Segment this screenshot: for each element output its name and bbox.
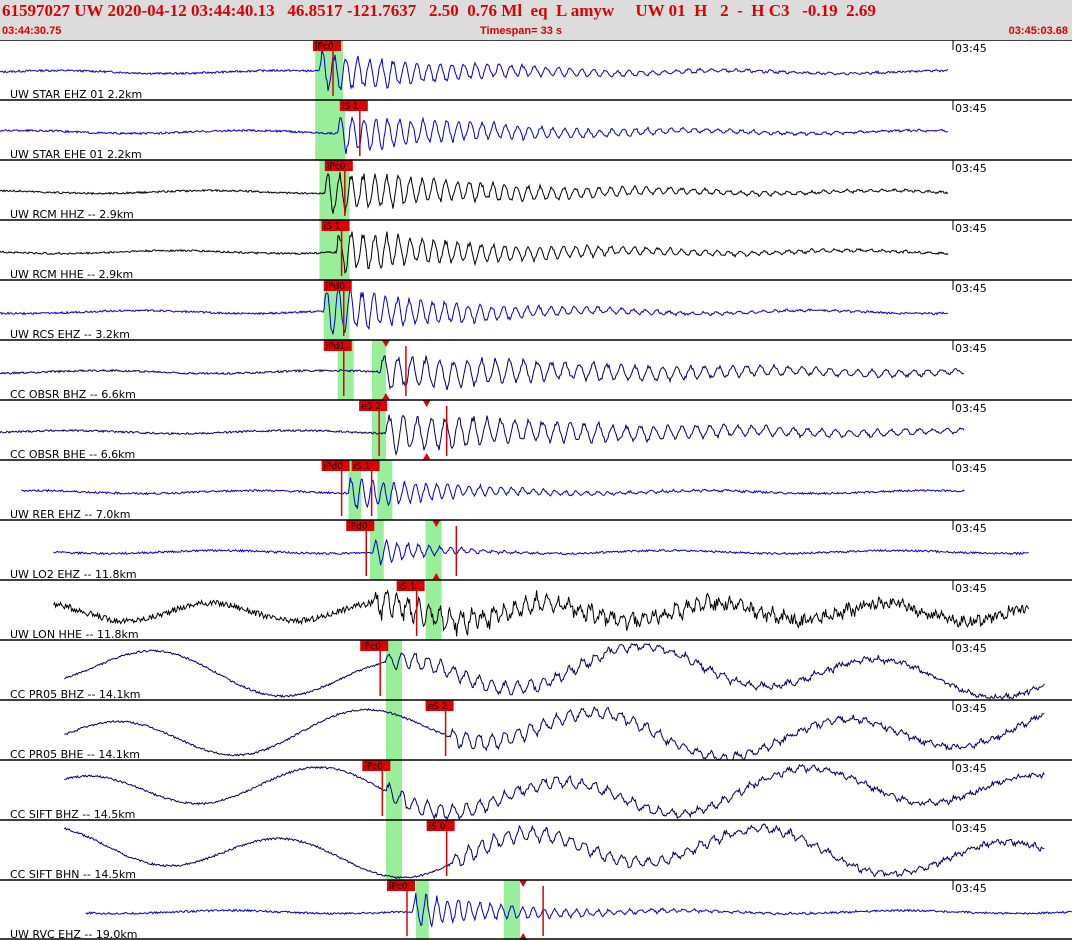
pick-window [385, 760, 402, 820]
pick-tag [324, 160, 353, 171]
trace-waveform [53, 538, 1029, 566]
end-time: 03:45:03.68 [1008, 25, 1068, 37]
pick-window [385, 640, 402, 700]
pick-label: iPd1 [326, 342, 345, 352]
trace-time: 03:45 [955, 42, 987, 55]
trace-label: CC SIFT BHN -- 14.5km [10, 868, 136, 881]
trace-label: CC OBSR BHE -- 6.6km [10, 448, 135, 461]
pick-label: eS 2 [361, 402, 381, 412]
pick-tag [386, 880, 415, 891]
trace-label: UW RVC EHZ -- 19.0km [10, 928, 137, 940]
trace-waveform [0, 116, 949, 155]
pick-tag [346, 520, 375, 531]
pick-label: iPc0 [315, 42, 334, 52]
header-bar: 61597027 UW 2020-04-12 03:44:40.13 46.85… [0, 0, 1072, 40]
trace-time: 03:45 [955, 762, 987, 775]
trace-waveform [0, 172, 949, 215]
pick-label: iPc0 [389, 882, 408, 892]
trace-time: 03:45 [955, 462, 987, 475]
trace-label: UW RER EHZ -- 7.0km [10, 508, 130, 521]
pick-tag [396, 580, 425, 591]
pick-label: iS 1 [342, 102, 359, 112]
pick-marker [432, 520, 441, 527]
trace-label: UW STAR EHE 01 2.2km [10, 148, 142, 161]
pick-label: iPd0 [324, 462, 344, 472]
trace-waveform [64, 643, 1045, 701]
pick-label: eS 2 [428, 702, 448, 712]
trace-waveform [0, 287, 949, 335]
trace-time: 03:45 [955, 522, 987, 535]
seismogram-panel[interactable]: iPc0 03:45 UW STAR EHZ 01 2.2km iS 1 03:45 UW… [0, 40, 1072, 940]
pick-label: iPc0 [364, 762, 383, 772]
pick-marker [432, 573, 441, 580]
pick-tag [339, 100, 368, 111]
pick-window [503, 880, 520, 940]
trace-label: UW LO2 EHZ -- 11.8km [10, 568, 137, 581]
trace-time: 03:45 [955, 342, 987, 355]
pick-tag [313, 40, 342, 51]
pick-tag [359, 400, 388, 411]
trace-time: 03:45 [955, 882, 987, 895]
pick-label: iPd0 [348, 522, 368, 532]
pick-window [385, 820, 402, 880]
trace-waveform [0, 231, 949, 275]
trace-waveform [0, 355, 964, 391]
pick-label: iPc0 [327, 162, 346, 172]
pick-marker [422, 400, 431, 407]
timespan: Timespan= 33 s [480, 25, 563, 37]
pick-window [371, 340, 386, 400]
start-time: 03:44:30.75 [2, 25, 62, 37]
pick-label: iS 0 [429, 822, 446, 832]
pick-tag [426, 820, 455, 831]
trace-waveform [85, 892, 1072, 929]
trace-label: UW RCS EHZ -- 3.2km [10, 328, 130, 341]
trace-time: 03:45 [955, 282, 987, 295]
pick-marker [519, 880, 528, 887]
trace-time: 03:45 [955, 102, 987, 115]
pick-marker [422, 453, 431, 460]
event-summary: 61597027 UW 2020-04-12 03:44:40.13 46.85… [2, 1, 876, 20]
pick-tag [360, 640, 389, 651]
pick-tag [321, 220, 350, 231]
trace-time: 03:45 [955, 162, 987, 175]
trace-time: 03:45 [955, 702, 987, 715]
trace-label: UW RCM HHE -- 2.9km [10, 268, 133, 281]
trace-label: CC PR05 BHE -- 14.1km [10, 748, 140, 761]
pick-label: iS 1 [399, 582, 416, 592]
trace-waveform [64, 705, 1045, 761]
pick-label: iPc0 [362, 642, 381, 652]
trace-waveform [63, 823, 1045, 880]
pick-tag [323, 280, 352, 291]
trace-label: UW STAR EHZ 01 2.2km [10, 88, 142, 101]
trace-waveform [53, 589, 1030, 637]
trace-waveform [64, 763, 1045, 822]
pick-label: iS 1 [354, 462, 371, 472]
trace-time: 03:45 [955, 402, 987, 415]
trace-time: 03:45 [955, 822, 987, 835]
pick-marker [381, 393, 390, 400]
trace-label: UW RCM HHZ -- 2.9km [10, 208, 134, 221]
pick-tag [425, 700, 454, 711]
pick-tag [323, 340, 352, 351]
trace-time: 03:45 [955, 642, 987, 655]
trace-waveform [21, 477, 965, 509]
trace-label: UW LON HHE -- 11.8km [10, 628, 139, 641]
trace-time: 03:45 [955, 222, 987, 235]
trace-label: CC PR05 BHZ -- 14.1km [10, 688, 141, 701]
pick-window [385, 700, 402, 760]
trace-waveform [0, 414, 965, 456]
trace-label: CC SIFT BHZ -- 14.5km [10, 808, 135, 821]
pick-marker [381, 340, 390, 347]
trace-label: CC OBSR BHZ -- 6.6km [10, 388, 136, 401]
trace-time: 03:45 [955, 582, 987, 595]
pick-window [425, 520, 442, 580]
pick-tag [362, 760, 391, 771]
pick-tag [351, 460, 380, 471]
pick-label: iPd0 [326, 282, 346, 292]
pick-label: iS 1 [324, 222, 341, 232]
pick-tag [321, 460, 350, 471]
pick-window [425, 580, 442, 640]
trace-waveform [0, 48, 949, 91]
